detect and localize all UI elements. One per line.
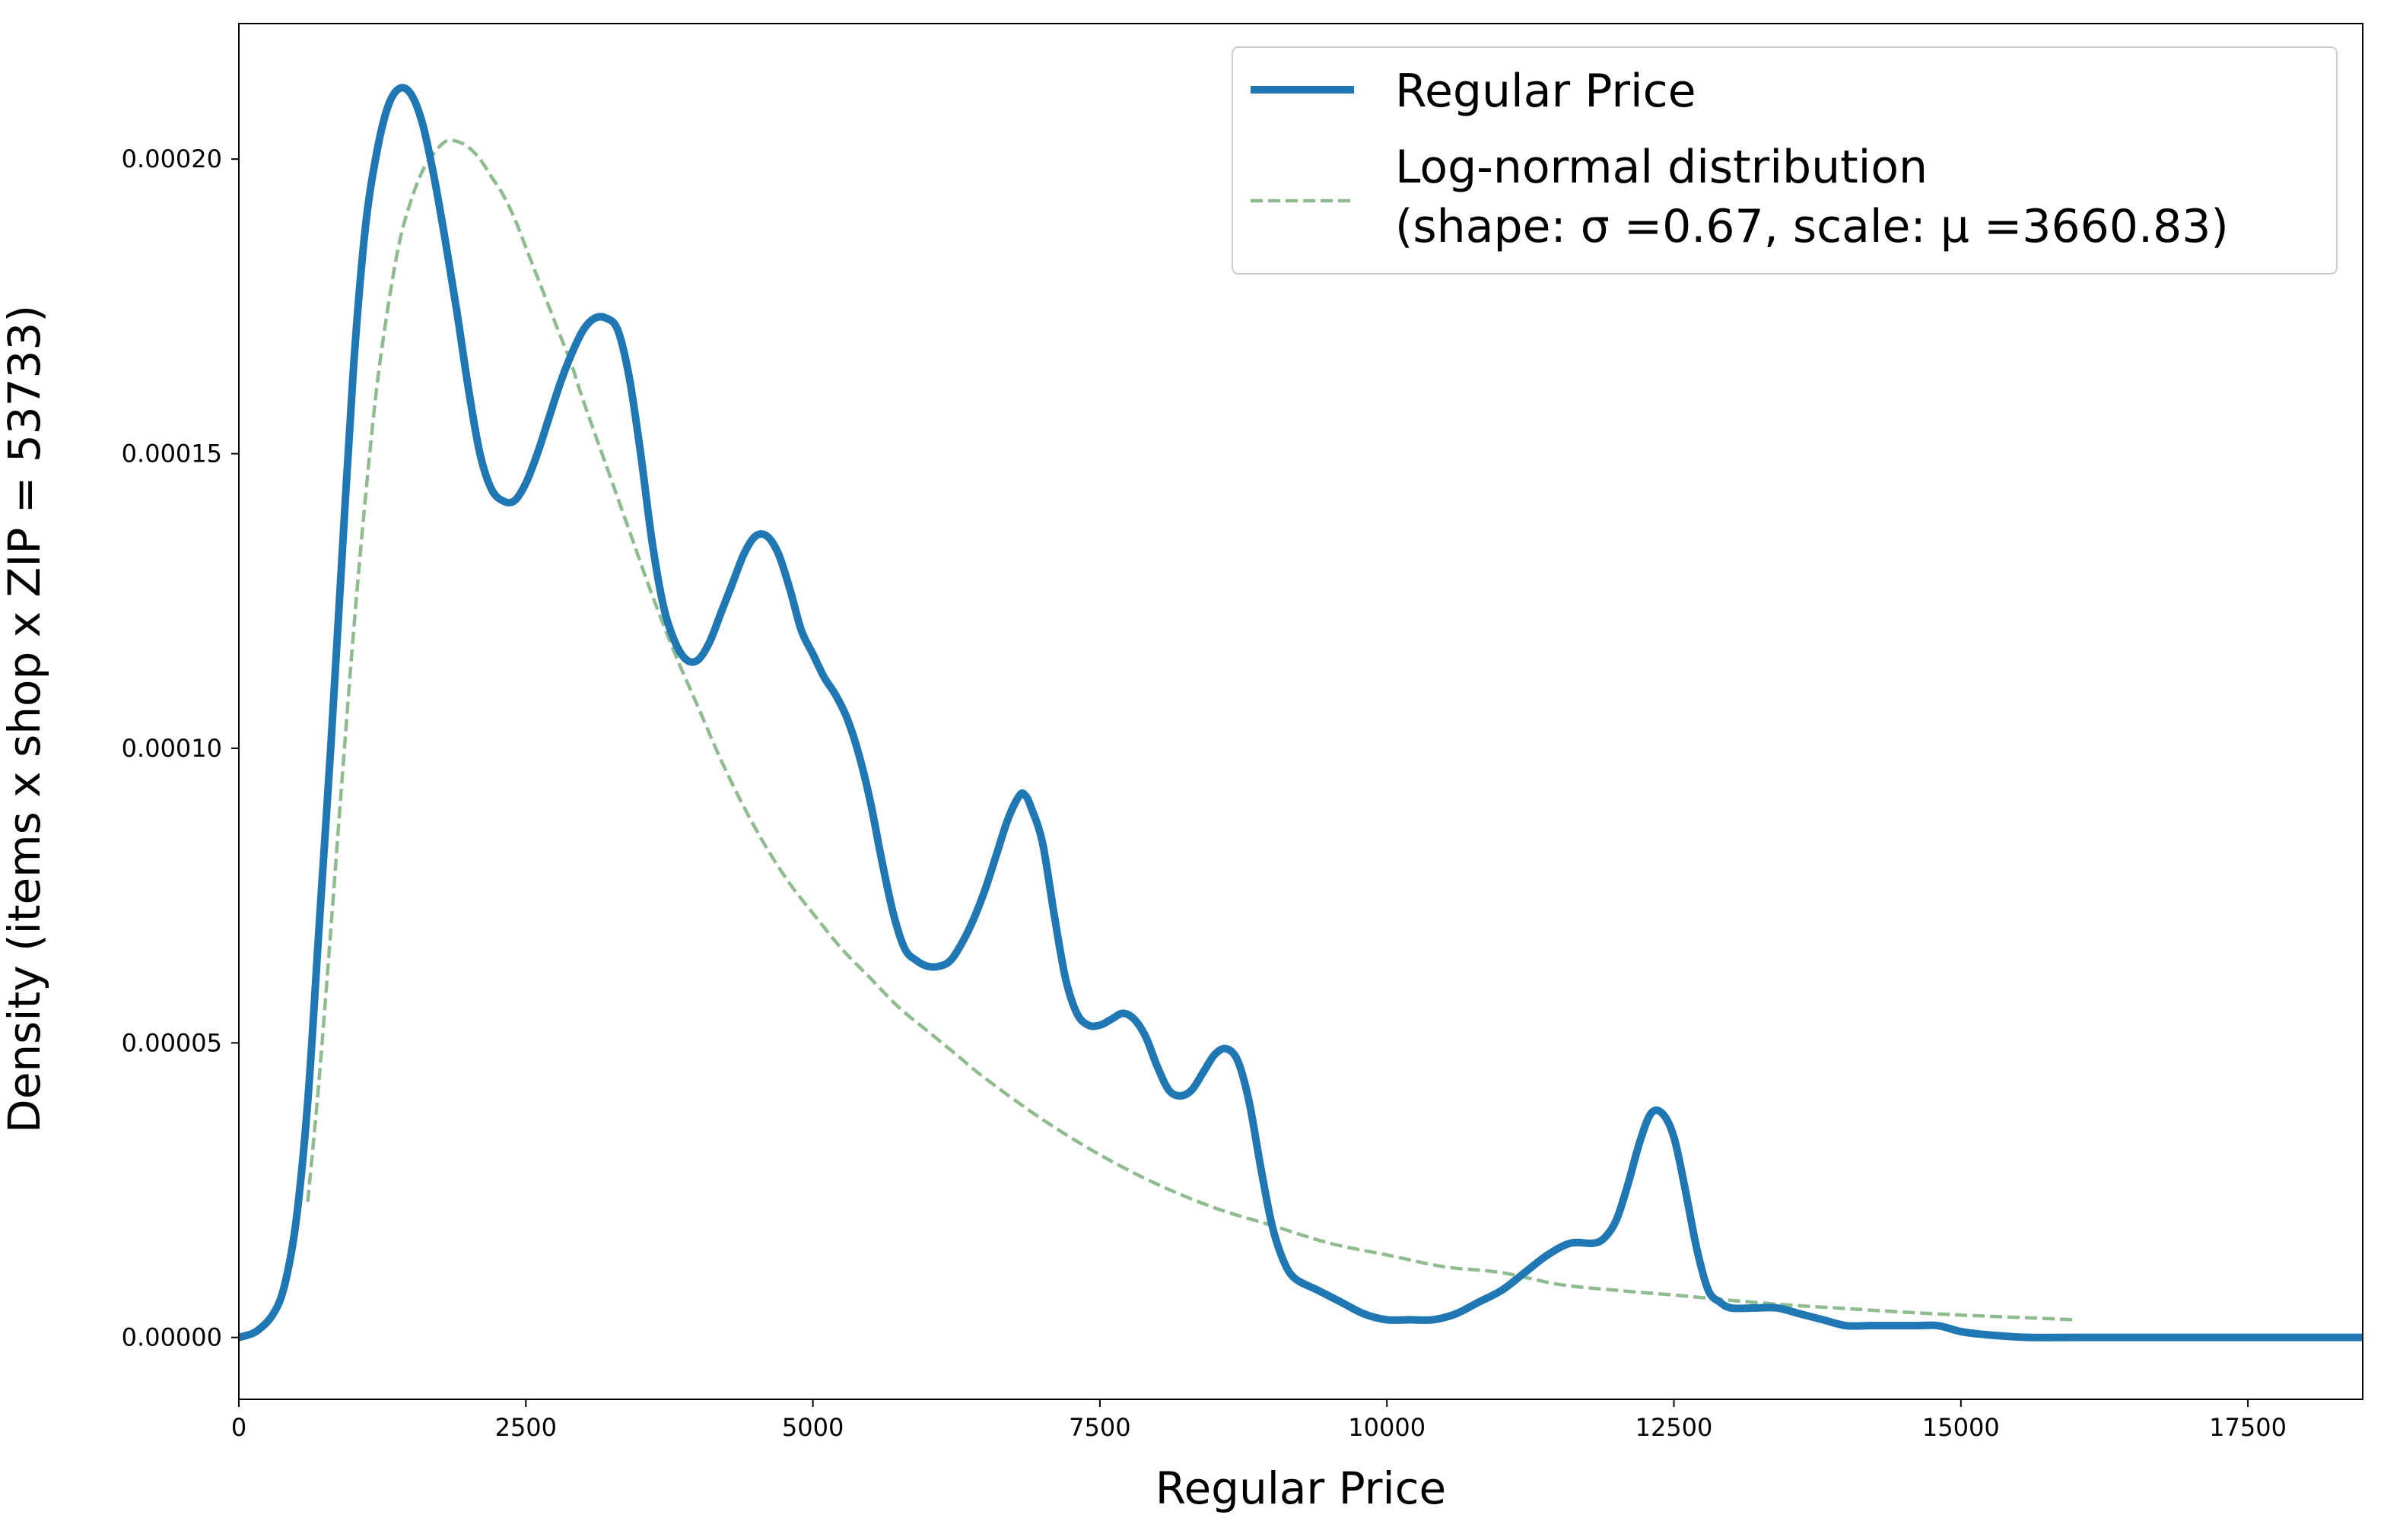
y-axis: 0.00000 0.00005 0.00010 0.00015 0.00020 xyxy=(122,144,239,1352)
x-axis-label: Regular Price xyxy=(1155,1462,1446,1514)
y-tick-label: 0.00000 xyxy=(122,1323,222,1352)
legend-label-regular-price: Regular Price xyxy=(1395,65,1696,118)
series-line-regular-price xyxy=(239,84,2363,1342)
y-tick-label: 0.00015 xyxy=(122,440,222,468)
plot-frame xyxy=(238,23,2363,1400)
legend-label-log-normal-params: (shape: σ =0.67, scale: μ =3660.83) xyxy=(1395,200,2229,253)
x-tick-label: 7500 xyxy=(1069,1413,1130,1442)
y-tick-label: 0.00020 xyxy=(122,144,222,173)
x-axis: 0 2500 5000 7500 10000 12500 15000 17500 xyxy=(231,1399,2287,1442)
series-line-log-normal xyxy=(306,138,2076,1322)
x-tick-label: 15000 xyxy=(1922,1413,2000,1442)
legend: Regular Price Log-normal distribution (s… xyxy=(1232,46,2338,275)
legend-box xyxy=(1232,46,2338,275)
x-tick-label: 17500 xyxy=(2209,1413,2287,1442)
y-axis-label: Density (items x shop x ZIP = 53733) xyxy=(0,305,50,1133)
x-tick-label: 5000 xyxy=(782,1413,844,1442)
y-tick-label: 0.00005 xyxy=(122,1028,222,1057)
x-tick-label: 2500 xyxy=(495,1413,557,1442)
x-tick-label: 0 xyxy=(231,1413,246,1442)
legend-label-log-normal: Log-normal distribution xyxy=(1395,141,1928,194)
y-tick-label: 0.00010 xyxy=(122,734,222,763)
plot-area xyxy=(239,84,2363,1342)
x-tick-label: 12500 xyxy=(1635,1413,1713,1442)
x-tick-label: 10000 xyxy=(1348,1413,1426,1442)
